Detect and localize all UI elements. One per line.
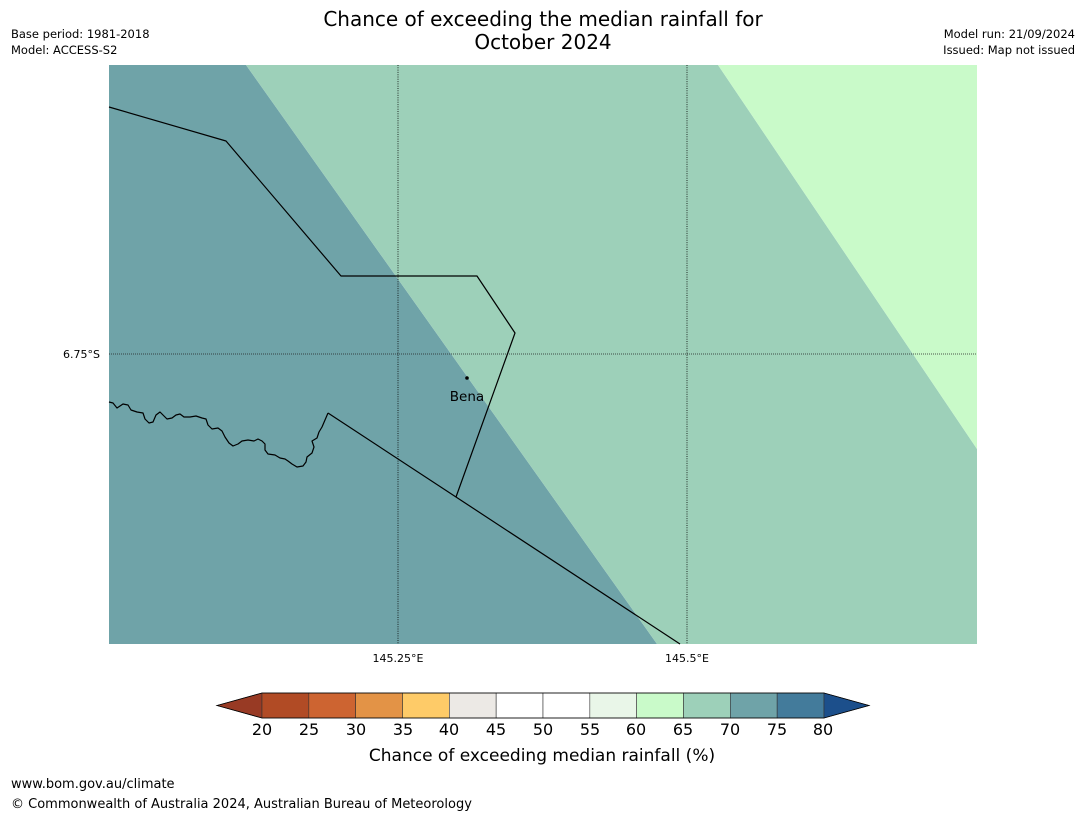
colorbar-tick: 80 xyxy=(813,720,833,739)
colorbar-box-60-65 xyxy=(636,692,684,719)
district-boundary xyxy=(108,106,516,498)
colorbar-box-30-35 xyxy=(355,692,403,719)
bena-location-marker xyxy=(465,376,469,380)
place-label-bena: Bena xyxy=(450,389,484,405)
district-boundary-south xyxy=(327,412,681,645)
region-65-70 xyxy=(246,65,977,644)
region-60-65 xyxy=(718,65,977,449)
colorbar-box-25-30 xyxy=(308,692,356,719)
colorbar-box-50-55 xyxy=(542,692,591,719)
issued-text: Issued: Map not issued xyxy=(943,43,1075,57)
model-run-text: Model run: 21/09/2024 xyxy=(944,27,1075,41)
lat-label: 6.75°S xyxy=(63,348,100,361)
title-line-2: October 2024 xyxy=(474,30,611,54)
coastline xyxy=(108,401,329,468)
model-text: Model: ACCESS-S2 xyxy=(11,43,117,57)
colorbar-box-55-60 xyxy=(589,692,637,719)
colorbar-tick: 55 xyxy=(580,720,600,739)
colorbar-box-65-70 xyxy=(683,692,731,719)
colorbar-tick: 60 xyxy=(626,720,646,739)
colorbar-box-35-40 xyxy=(402,692,450,719)
base-period-text: Base period: 1981-2018 xyxy=(11,27,150,41)
colorbar-tick: 35 xyxy=(393,720,413,739)
colorbar-extend-low xyxy=(215,692,263,719)
colorbar-tick: 75 xyxy=(767,720,787,739)
footer-copyright: © Commonwealth of Australia 2024, Austra… xyxy=(11,797,472,812)
colorbar-tick: 70 xyxy=(720,720,740,739)
colorbar: 20 25 30 35 40 45 50 55 60 65 70 75 80 C… xyxy=(215,692,871,766)
colorbar-box-40-45 xyxy=(449,692,497,719)
colorbar-tick: 45 xyxy=(486,720,506,739)
colorbar-box-45-50 xyxy=(495,692,544,719)
colorbar-box-75-80 xyxy=(776,692,825,719)
colorbar-tick: 65 xyxy=(673,720,693,739)
colorbar-label: Chance of exceeding median rainfall (%) xyxy=(369,746,715,766)
colorbar-tick: 40 xyxy=(439,720,459,739)
colorbar-tick: 50 xyxy=(533,720,553,739)
title-line-1: Chance of exceeding the median rainfall … xyxy=(323,7,763,31)
colorbar-extend-high xyxy=(823,692,871,719)
colorbar-outline xyxy=(215,692,871,719)
footer-url: www.bom.gov.au/climate xyxy=(11,777,175,792)
colorbar-tick: 30 xyxy=(346,720,366,739)
colorbar-box-20-25 xyxy=(261,692,310,719)
colorbar-box-70-75 xyxy=(730,692,778,719)
lon-label-1: 145.25°E xyxy=(373,652,424,665)
region-70-75 xyxy=(109,65,657,644)
colorbar-tick: 25 xyxy=(299,720,319,739)
colorbar-tick: 20 xyxy=(252,720,272,739)
map-panel: Bena xyxy=(108,65,977,645)
lon-label-2: 145.5°E xyxy=(665,652,709,665)
